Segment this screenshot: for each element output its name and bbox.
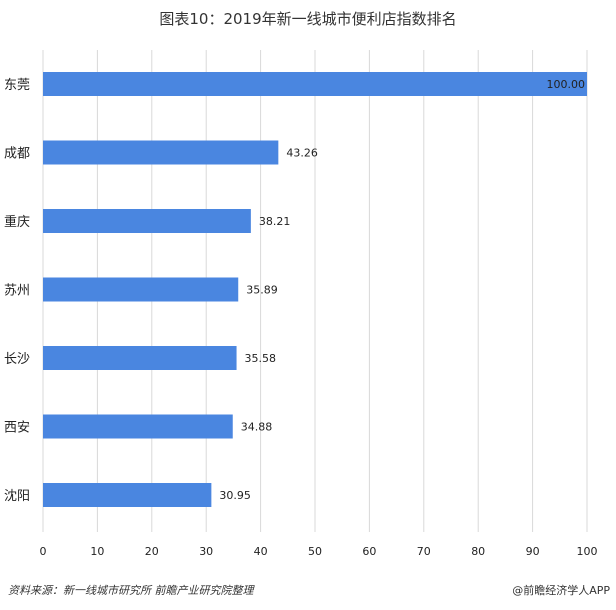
- bar-3: [43, 209, 251, 233]
- category-label-4: 苏州: [4, 283, 30, 299]
- value-label-2: 43.26: [286, 147, 318, 160]
- x-tick-label-100: 100: [577, 545, 598, 558]
- bar-1: [43, 72, 587, 96]
- value-label-1: 100.00: [547, 78, 586, 91]
- category-label-3: 重庆: [4, 214, 30, 230]
- category-label-1: 东莞: [4, 78, 30, 93]
- value-label-5: 35.58: [245, 352, 277, 365]
- bar-5: [43, 346, 237, 370]
- category-label-6: 西安: [4, 421, 30, 436]
- x-tick-label-40: 40: [254, 545, 268, 558]
- value-label-3: 38.21: [259, 215, 291, 228]
- category-label-2: 成都: [4, 147, 30, 162]
- source-note: 资料来源：新一线城市研究所 前瞻产业研究院整理: [8, 584, 254, 597]
- x-tick-label-50: 50: [308, 545, 322, 558]
- x-tick-label-0: 0: [40, 545, 47, 558]
- x-tick-label-10: 10: [90, 545, 104, 558]
- bars: [43, 72, 587, 507]
- x-tick-label-30: 30: [199, 545, 213, 558]
- value-label-4: 35.89: [246, 284, 277, 297]
- value-label-6: 34.88: [241, 421, 273, 434]
- category-label-5: 长沙: [4, 352, 30, 367]
- x-tick-label-60: 60: [362, 545, 376, 558]
- bar-4: [43, 277, 239, 302]
- x-tick-label-20: 20: [145, 545, 159, 558]
- x-tick-label-90: 90: [526, 545, 540, 558]
- brand-credit: @前瞻经济学人APP: [512, 584, 610, 597]
- bar-7: [43, 483, 212, 507]
- bar-2: [43, 140, 279, 165]
- x-tick-label-70: 70: [417, 545, 431, 558]
- bar-6: [43, 414, 233, 439]
- category-label-7: 沈阳: [4, 489, 30, 504]
- x-tick-label-80: 80: [471, 545, 485, 558]
- chart-title: 图表10：2019年新一线城市便利店指数排名: [159, 10, 457, 28]
- value-label-7: 30.95: [219, 489, 251, 502]
- labels: 0 10 20 30 40 50 60 70 80 90 100 东莞 100.00 成都 43.26 重庆 3…: [4, 78, 598, 558]
